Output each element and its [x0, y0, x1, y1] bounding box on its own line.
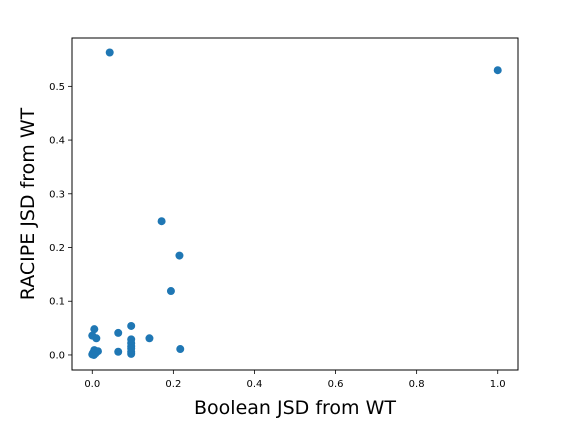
y-tick-label: 0.3: [49, 189, 65, 200]
data-point: [145, 334, 154, 343]
data-point: [127, 349, 136, 358]
data-point: [157, 217, 166, 226]
data-point: [105, 48, 114, 57]
y-axis-ticks: 0.0 0.1 0.2 0.3 0.4 0.5: [49, 82, 72, 361]
data-point: [176, 345, 185, 354]
data-point: [114, 328, 123, 337]
y-tick-label: 0.4: [49, 136, 65, 147]
y-axis-label: RACIPE JSD from WT: [17, 107, 39, 300]
data-point: [166, 287, 175, 296]
data-point: [114, 347, 123, 356]
x-axis-ticks: 0.0 0.2 0.4 0.6 0.8 1.0: [84, 370, 506, 390]
x-tick-label: 0.6: [328, 379, 344, 390]
data-points: [88, 48, 502, 359]
data-point: [92, 334, 101, 343]
y-tick-label: 0.0: [49, 350, 65, 361]
x-tick-label: 0.4: [247, 379, 263, 390]
x-tick-label: 1.0: [490, 379, 506, 390]
data-point: [175, 251, 184, 260]
x-tick-label: 0.2: [165, 379, 181, 390]
data-point: [127, 321, 136, 330]
x-tick-label: 0.0: [84, 379, 100, 390]
y-tick-label: 0.1: [49, 297, 65, 308]
data-point: [493, 66, 502, 75]
y-tick-label: 0.5: [49, 82, 65, 93]
data-point: [90, 325, 99, 334]
y-tick-label: 0.2: [49, 243, 65, 254]
x-tick-label: 0.8: [409, 379, 425, 390]
x-axis-label: Boolean JSD from WT: [194, 397, 396, 419]
data-point: [89, 350, 98, 359]
plot-area-frame: [71, 37, 519, 371]
